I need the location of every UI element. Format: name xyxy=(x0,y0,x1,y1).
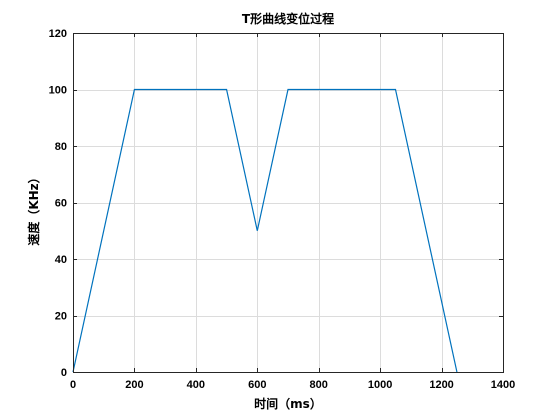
x-tick-label: 1200 xyxy=(429,379,453,391)
x-axis-label: 时间（ms） xyxy=(254,396,322,411)
x-tick-label: 800 xyxy=(310,379,328,391)
chart-title: T形曲线变位过程 xyxy=(242,11,334,26)
axes-background xyxy=(73,33,503,372)
plot-area: 0 200 400 600 800 1000 1200 1400 0 20 40 60 80 100 120 xyxy=(49,28,516,391)
y-tick-label: 80 xyxy=(55,141,67,153)
x-tick-label: 0 xyxy=(70,379,76,391)
series-layer xyxy=(72,88,458,373)
y-tick-label: 60 xyxy=(55,198,67,210)
series-line xyxy=(72,88,458,373)
x-tick-label: 400 xyxy=(187,379,205,391)
x-tick-label: 1000 xyxy=(368,379,392,391)
tick-layer: 0 200 400 600 800 1000 1200 1400 0 20 40 60 80 100 120 xyxy=(49,28,516,391)
y-tick-label: 0 xyxy=(61,367,67,379)
x-tick-label: 1400 xyxy=(491,379,515,391)
y-tick-label: 20 xyxy=(55,311,67,323)
y-tick-label: 120 xyxy=(49,28,67,40)
y-tick-label: 40 xyxy=(55,254,67,266)
y-tick-label: 100 xyxy=(49,85,67,97)
x-tick-label: 200 xyxy=(125,379,143,391)
y-axis-label: 速度（KHz） xyxy=(26,171,41,245)
x-tick-label: 600 xyxy=(248,379,266,391)
